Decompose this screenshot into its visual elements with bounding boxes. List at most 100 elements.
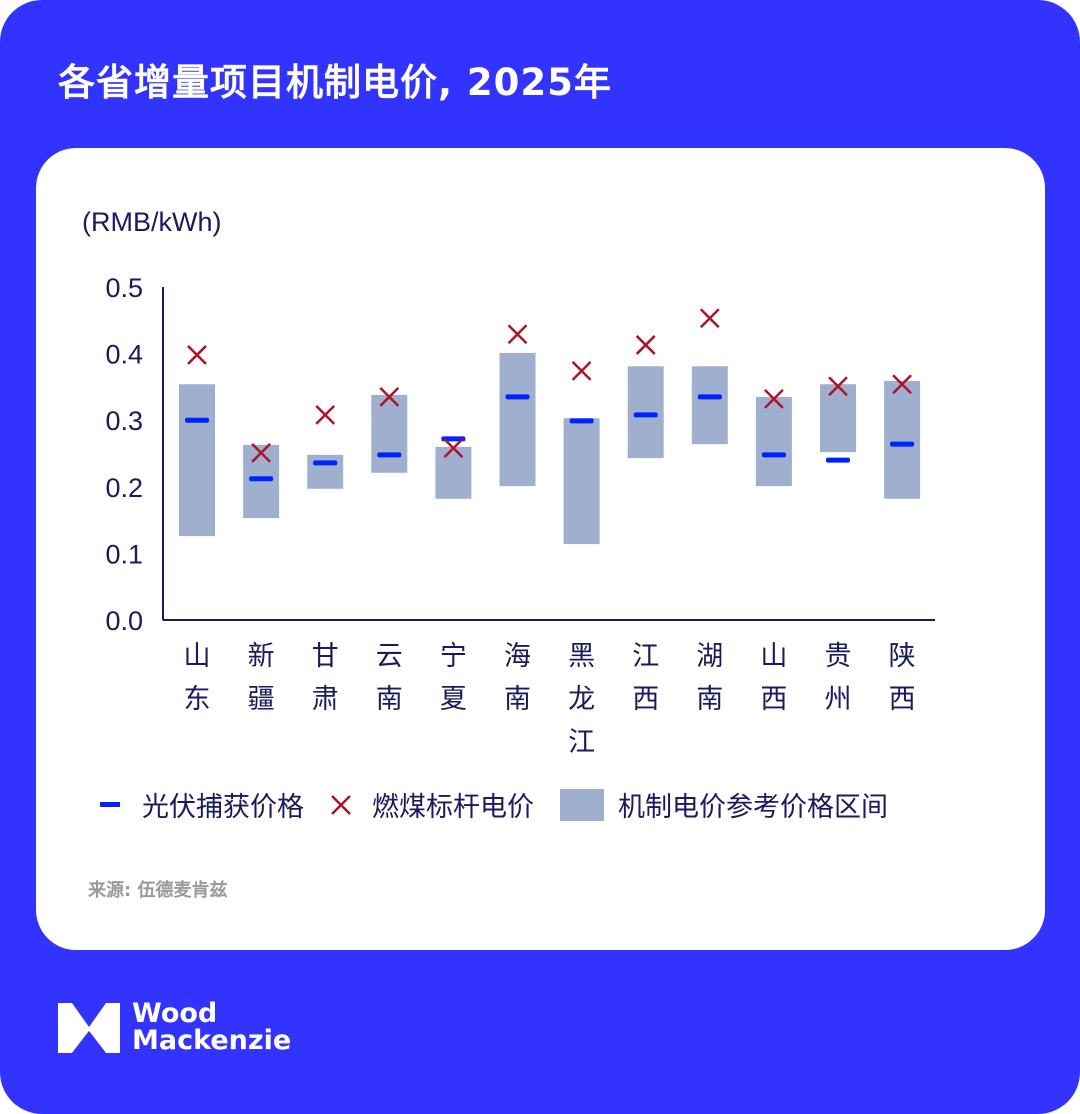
x-marker-stroke [764, 389, 784, 409]
x-marker-stroke [187, 345, 207, 365]
legend-label: 光伏捕获价格 [142, 792, 304, 823]
x-tick-char: 州 [825, 684, 852, 715]
coal-benchmark-marker [187, 345, 207, 365]
coal-benchmark-marker [315, 404, 336, 425]
coal-benchmark-marker [699, 308, 720, 329]
x-tick-label: 山东 [184, 641, 211, 715]
x-tick-label: 贵州 [825, 641, 852, 715]
x-tick-label: 江西 [632, 641, 659, 715]
pv-capture-dash [761, 452, 786, 458]
legend-item-pv: 光伏捕获价格 [100, 785, 304, 824]
y-tick-label: 0.1 [105, 539, 143, 569]
x-marker-stroke [379, 387, 400, 407]
pv-capture-dash [826, 457, 850, 463]
y-tick-label: 0.0 [105, 606, 143, 636]
x-tick-label: 陕西 [889, 641, 916, 715]
dash-icon [100, 802, 120, 807]
x-tick-char: 江 [632, 641, 659, 672]
pv-capture-dash [441, 436, 466, 442]
x-tick-label: 新疆 [248, 641, 275, 715]
pv-capture-dash [249, 476, 274, 482]
y-axis-label: (RMB/kWh) [82, 207, 221, 237]
x-tick-char: 西 [632, 684, 659, 715]
y-tick-label: 0.5 [105, 273, 143, 303]
x-tick-label: 黑龙江 [568, 641, 595, 758]
x-tick-char: 新 [248, 641, 275, 672]
x-tick-char: 湖 [696, 641, 723, 672]
x-tick-char: 江 [568, 727, 595, 758]
range-bar [884, 380, 921, 499]
x-tick-label: 甘肃 [312, 641, 339, 715]
x-tick-char: 陕 [889, 641, 916, 672]
x-tick-char: 海 [504, 641, 531, 672]
coal-benchmark-marker [828, 376, 848, 397]
coal-benchmark-marker [571, 361, 592, 381]
pv-capture-dash [569, 418, 594, 424]
x-tick-char: 山 [760, 641, 787, 672]
x-tick-char: 南 [504, 684, 531, 715]
x-marker-stroke [507, 324, 528, 345]
x-marker-stroke [315, 404, 336, 425]
x-tick-char: 东 [184, 684, 211, 715]
x-tick-char: 夏 [440, 684, 467, 715]
x-tick-char: 西 [760, 684, 787, 715]
source-note: 来源: 伍德麦肯兹 [88, 880, 228, 901]
range-bar [179, 384, 215, 537]
coal-benchmark-marker [764, 389, 784, 409]
coal-benchmark-marker [443, 438, 464, 459]
pv-capture-dash [185, 417, 209, 423]
x-tick-char: 疆 [248, 684, 275, 715]
x-marker-icon [331, 794, 351, 815]
x-tick-label: 云南 [376, 641, 403, 715]
pv-capture-dash [697, 394, 722, 400]
pv-capture-dash [505, 394, 530, 400]
legend-label: 机制电价参考价格区间 [618, 792, 888, 823]
x-tick-char: 南 [696, 684, 723, 715]
legend-item-range: 机制电价参考价格区间 [560, 785, 888, 824]
y-tick-label: 0.4 [105, 340, 143, 370]
wood-mackenzie-logo: Wood Mackenzie [58, 1000, 291, 1054]
logo-line1: Wood [132, 998, 218, 1029]
x-marker-stroke [443, 438, 464, 459]
range-bar [820, 384, 856, 453]
x-marker-stroke [251, 442, 271, 463]
x-tick-char: 宁 [440, 641, 467, 672]
range-bar [627, 366, 664, 459]
range-bar [691, 366, 728, 445]
pv-capture-dash [890, 441, 915, 447]
y-tick-label: 0.3 [105, 406, 143, 436]
coal-benchmark-marker [635, 335, 656, 355]
coal-benchmark-marker [892, 374, 912, 395]
x-tick-char: 西 [889, 684, 916, 715]
chart-plot: (RMB/kWh)0.00.10.20.30.40.5山东新疆甘肃云南宁夏海南黑… [82, 207, 935, 758]
coal-benchmark-marker [379, 387, 400, 407]
x-tick-char: 贵 [825, 641, 852, 672]
x-tick-label: 海南 [504, 641, 531, 715]
coal-benchmark-marker [251, 442, 271, 463]
logo-mark-icon [58, 1003, 120, 1053]
coal-benchmark-marker [507, 324, 528, 345]
x-marker-stroke [828, 376, 848, 397]
range-bar [499, 352, 536, 487]
x-marker-stroke [571, 361, 592, 381]
logo-line2: Mackenzie [132, 1025, 292, 1056]
y-tick-label: 0.2 [105, 473, 143, 503]
x-tick-char: 肃 [312, 684, 339, 715]
x-tick-char: 南 [376, 684, 403, 715]
x-tick-label: 山西 [760, 641, 787, 715]
range-bar [563, 418, 600, 545]
x-tick-char: 云 [376, 641, 403, 672]
range-bar [307, 454, 344, 489]
x-tick-char: 甘 [312, 641, 339, 672]
pv-capture-dash [313, 460, 338, 466]
legend: 光伏捕获价格 燃煤标杆电价 机制电价参考价格区间 [100, 785, 914, 824]
pv-capture-dash [633, 412, 658, 418]
chart-card [36, 148, 1045, 950]
legend-item-coal: 燃煤标杆电价 [330, 785, 534, 824]
range-bar [371, 394, 408, 473]
pv-capture-dash [377, 452, 402, 458]
legend-label: 燃煤标杆电价 [372, 792, 534, 823]
range-bar [243, 444, 280, 519]
x-marker-stroke [635, 335, 656, 355]
x-tick-char: 龙 [568, 684, 595, 715]
